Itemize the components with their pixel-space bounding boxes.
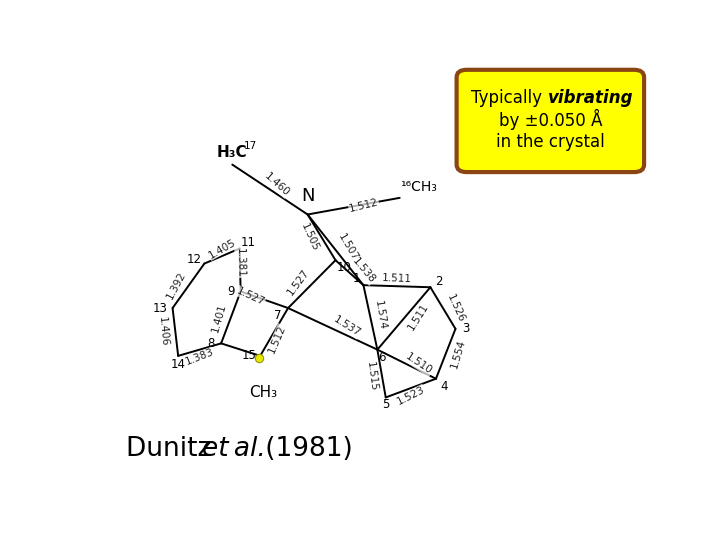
Text: ¹⁶CH₃: ¹⁶CH₃ (400, 180, 436, 194)
Text: 1.527: 1.527 (235, 286, 266, 307)
Text: 1.537: 1.537 (331, 315, 362, 339)
Text: N: N (301, 187, 315, 205)
Text: in the crystal: in the crystal (496, 133, 605, 151)
Text: 1.527: 1.527 (285, 267, 311, 297)
Text: 2: 2 (435, 275, 443, 288)
Text: 1.507: 1.507 (336, 232, 360, 263)
Text: 1.512: 1.512 (348, 197, 379, 214)
Text: 1.554: 1.554 (449, 338, 467, 369)
Text: 8: 8 (207, 337, 215, 350)
Text: 1.511: 1.511 (405, 301, 430, 332)
Text: et al.: et al. (202, 436, 266, 462)
Text: by ±0.050 Å: by ±0.050 Å (498, 109, 602, 130)
Text: CH₃: CH₃ (249, 385, 277, 400)
Text: 1.510: 1.510 (404, 352, 434, 376)
Text: Typically: Typically (472, 89, 547, 107)
Text: 1.512: 1.512 (266, 324, 287, 355)
Text: vibrating: vibrating (547, 89, 633, 107)
Text: 7: 7 (274, 309, 282, 322)
Text: 11: 11 (240, 237, 256, 249)
Text: 1.505: 1.505 (299, 222, 320, 253)
Text: 1.574: 1.574 (373, 300, 388, 331)
Text: 1.511: 1.511 (382, 273, 412, 285)
Text: 1.460: 1.460 (262, 171, 291, 198)
Text: 1.405: 1.405 (207, 237, 238, 260)
Text: Dunitz: Dunitz (126, 436, 217, 462)
Text: 1.381: 1.381 (235, 247, 246, 278)
Text: 1.515: 1.515 (364, 361, 379, 393)
Text: 1.406: 1.406 (157, 316, 169, 347)
Text: 14: 14 (171, 357, 186, 370)
Text: 1.401: 1.401 (210, 302, 228, 333)
Text: 15: 15 (242, 348, 256, 361)
Text: 6: 6 (378, 350, 386, 363)
Text: 1.383: 1.383 (184, 347, 215, 367)
Text: 4: 4 (441, 380, 448, 393)
FancyBboxPatch shape (456, 70, 644, 172)
Text: H₃C: H₃C (217, 145, 248, 160)
Text: (1981): (1981) (260, 436, 353, 462)
Text: 1: 1 (353, 272, 361, 285)
Text: 1.523: 1.523 (395, 384, 426, 407)
Text: 3: 3 (462, 322, 469, 335)
Text: 5: 5 (382, 399, 390, 411)
Text: 1.526: 1.526 (444, 292, 466, 323)
Text: 1.392: 1.392 (165, 270, 188, 301)
Text: 10: 10 (336, 261, 351, 274)
Text: 9: 9 (227, 285, 235, 298)
Text: 1.538: 1.538 (350, 256, 377, 285)
Text: 12: 12 (187, 253, 202, 266)
Text: 17: 17 (243, 141, 257, 151)
Text: 13: 13 (153, 301, 168, 314)
